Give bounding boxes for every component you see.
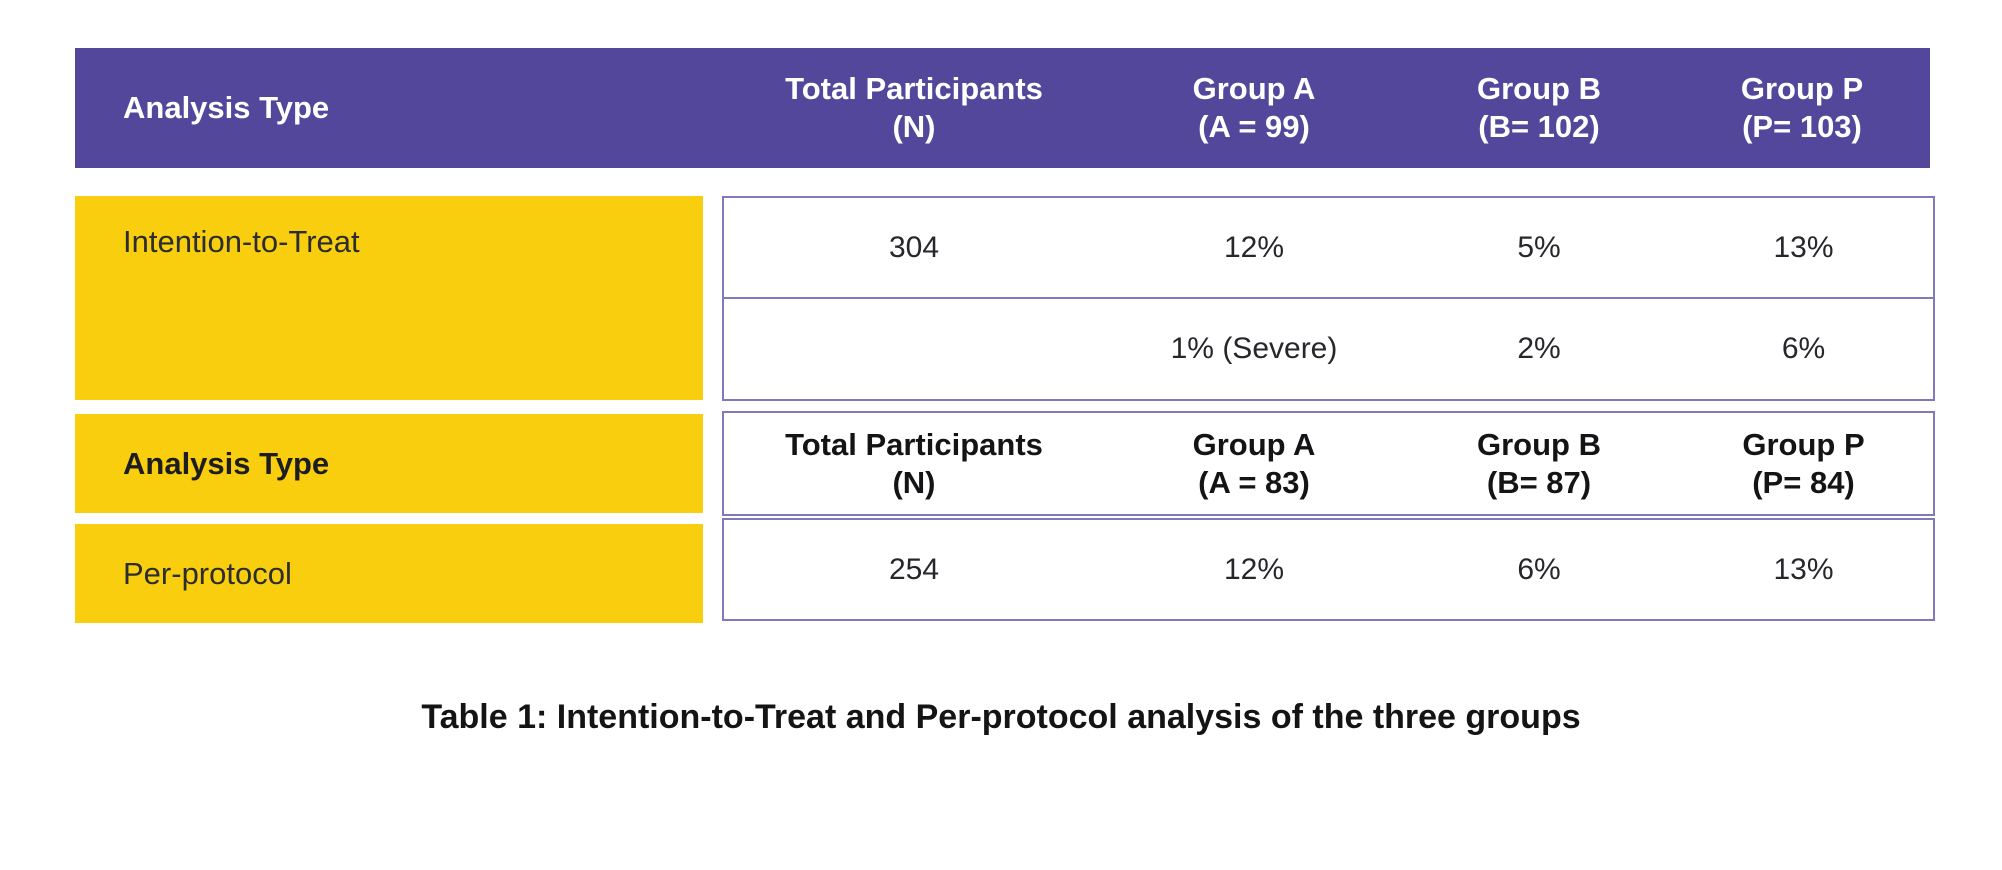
pp-header-group-b-line1: Group B [1477,426,1601,462]
header-group-p-line1: Group P [1740,71,1864,107]
table-caption: Table 1: Intention-to-Treat and Per-prot… [421,698,1581,736]
cell-pp-group-p: 13% [1773,552,1834,586]
header-group-b-line1: Group B [1477,71,1601,107]
cell-pp-group-a: 12% [1223,552,1285,586]
header-cell-group-b: Group B (B= 102) [1404,70,1674,146]
pp-header-group-p-line2: (P= 84) [1752,464,1855,500]
header-total-line1: Total Participants [785,71,1043,107]
cell-pp-group-b: 6% [1517,552,1561,586]
pp-header-cell-group-p: Group P (P= 84) [1674,426,1933,502]
pp-header-cell-group-a: Group A (A = 83) [1104,426,1404,502]
row-label-per-protocol: Per-protocol [75,524,703,623]
header-cell-total-participants: Total Participants (N) [724,70,1104,146]
pp-header-group-a-line1: Group A [1192,426,1316,462]
itt-data-box: 304 12% 5% 13% 1% (Severe) 2% 6% [722,196,1935,401]
header-group-p-line2: (P= 103) [1742,109,1862,144]
itt-row-1: 304 12% 5% 13% [724,198,1933,299]
header-cell-analysis-type: Analysis Type [123,90,330,125]
header-group-a-line2: (A = 99) [1198,109,1310,144]
pp-row: 254 12% 6% 13% [724,520,1933,619]
cell-itt-group-a: 12% [1223,230,1285,264]
main-header-row: Analysis Type Total Participants (N) Gro… [75,48,1930,168]
header-cell-group-p: Group P (P= 103) [1674,70,1930,146]
cell-itt2-group-p: 6% [1781,332,1826,365]
row-label-intention-to-treat: Intention-to-Treat [75,196,703,400]
pp-header-total-line1: Total Participants [785,426,1043,462]
pp-data-box: 254 12% 6% 13% [722,518,1935,621]
pp-header-cell-total: Total Participants (N) [724,426,1104,502]
cell-pp-total: 254 [888,552,940,586]
pp-header-group-p-line1: Group P [1742,426,1865,462]
cell-itt2-group-b: 2% [1517,332,1561,365]
itt-row-2: 1% (Severe) 2% 6% [724,299,1933,399]
cell-itt-group-b: 5% [1517,230,1561,264]
header-total-line2: (N) [892,109,936,144]
pp-header-total-line2: (N) [892,464,936,500]
row-label-pp-text: Per-protocol [123,555,292,591]
header-cell-group-a: Group A (A = 99) [1104,70,1404,146]
row-label-itt-text: Intention-to-Treat [123,224,360,259]
header-group-a-line1: Group A [1192,71,1316,107]
pp-header-cell-group-b: Group B (B= 87) [1404,426,1674,502]
header-group-b-line2: (B= 102) [1478,109,1600,144]
row-label-analysis-type-2: Analysis Type [75,414,703,513]
cell-itt2-group-a: 1% (Severe) [1170,332,1338,365]
pp-header-box: Total Participants (N) Group A (A = 83) … [722,411,1935,516]
pp-header-group-b-line2: (B= 87) [1486,464,1592,500]
pp-header-group-a-line2: (A = 83) [1198,464,1310,500]
cell-itt-total: 304 [888,230,940,264]
row-label-analysis-type-text: Analysis Type [123,445,330,481]
pp-header-row: Total Participants (N) Group A (A = 83) … [724,413,1933,514]
cell-itt-group-p: 13% [1773,230,1834,264]
